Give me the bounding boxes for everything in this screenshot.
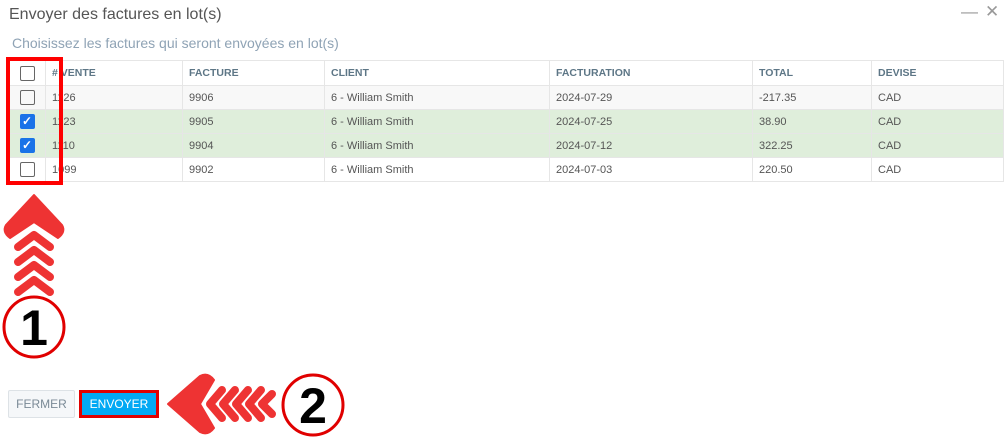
close-icon[interactable]: ✕	[985, 2, 1000, 21]
up-arrow-icon	[3, 194, 65, 296]
left-arrow-icon	[167, 373, 276, 435]
checkbox-highlight	[6, 57, 63, 185]
cell-facture: 9906	[182, 85, 325, 110]
col-facture[interactable]: FACTURE	[182, 60, 325, 86]
envoyer-button[interactable]: ENVOYER	[79, 390, 159, 418]
col-devise[interactable]: DEVISE	[871, 60, 1004, 86]
row-checkbox[interactable]	[19, 162, 35, 177]
cell-total: -217.35	[752, 85, 872, 110]
col-total[interactable]: TOTAL	[752, 60, 872, 86]
cell-vente: 1126	[45, 85, 183, 110]
table-row[interactable]: 1099 9902 6 - William Smith 2024-07-03 220.5…	[8, 157, 1004, 182]
dialog-subtitle: Choisissez les factures qui seront envoy…	[12, 35, 339, 51]
cell-facturation: 2024-07-03	[549, 157, 753, 182]
cell-client: 6 - William Smith	[324, 133, 550, 158]
minimize-icon[interactable]: —	[961, 2, 978, 21]
invoice-table: # VENTE FACTURE CLIENT FACTURATION TOTAL…	[8, 60, 1004, 182]
cell-devise: CAD	[871, 157, 1004, 182]
cell-vente: 1123	[45, 109, 183, 134]
cell-facturation: 2024-07-12	[549, 133, 753, 158]
row-checkbox[interactable]: ✓	[19, 138, 35, 153]
cell-devise: CAD	[871, 133, 1004, 158]
svg-text:2: 2	[299, 378, 327, 434]
cell-devise: CAD	[871, 85, 1004, 110]
cell-facture: 9905	[182, 109, 325, 134]
col-vente[interactable]: # VENTE	[45, 60, 183, 86]
step-1-badge: 1	[2, 295, 66, 359]
row-checkbox[interactable]	[19, 90, 35, 105]
table-row[interactable]: 1126 9906 6 - William Smith 2024-07-29 -217.…	[8, 85, 1004, 110]
cell-client: 6 - William Smith	[324, 85, 550, 110]
col-facturation[interactable]: FACTURATION	[549, 60, 753, 86]
cell-total: 322.25	[752, 133, 872, 158]
table-row[interactable]: ✓ 1110 9904 6 - William Smith 2024-07-12 322.…	[8, 133, 1004, 158]
dialog-title: Envoyer des factures en lot(s)	[9, 6, 222, 23]
svg-text:1: 1	[20, 300, 48, 356]
cell-client: 6 - William Smith	[324, 157, 550, 182]
col-client[interactable]: CLIENT	[324, 60, 550, 86]
row-checkbox[interactable]: ✓	[19, 114, 35, 129]
cell-facturation: 2024-07-29	[549, 85, 753, 110]
cell-vente: 1099	[45, 157, 183, 182]
cell-facture: 9902	[182, 157, 325, 182]
cell-devise: CAD	[871, 109, 1004, 134]
cell-facture: 9904	[182, 133, 325, 158]
step-2-badge: 2	[281, 373, 345, 437]
cell-total: 220.50	[752, 157, 872, 182]
select-all-checkbox[interactable]	[19, 65, 35, 81]
fermer-button[interactable]: FERMER	[8, 390, 75, 418]
